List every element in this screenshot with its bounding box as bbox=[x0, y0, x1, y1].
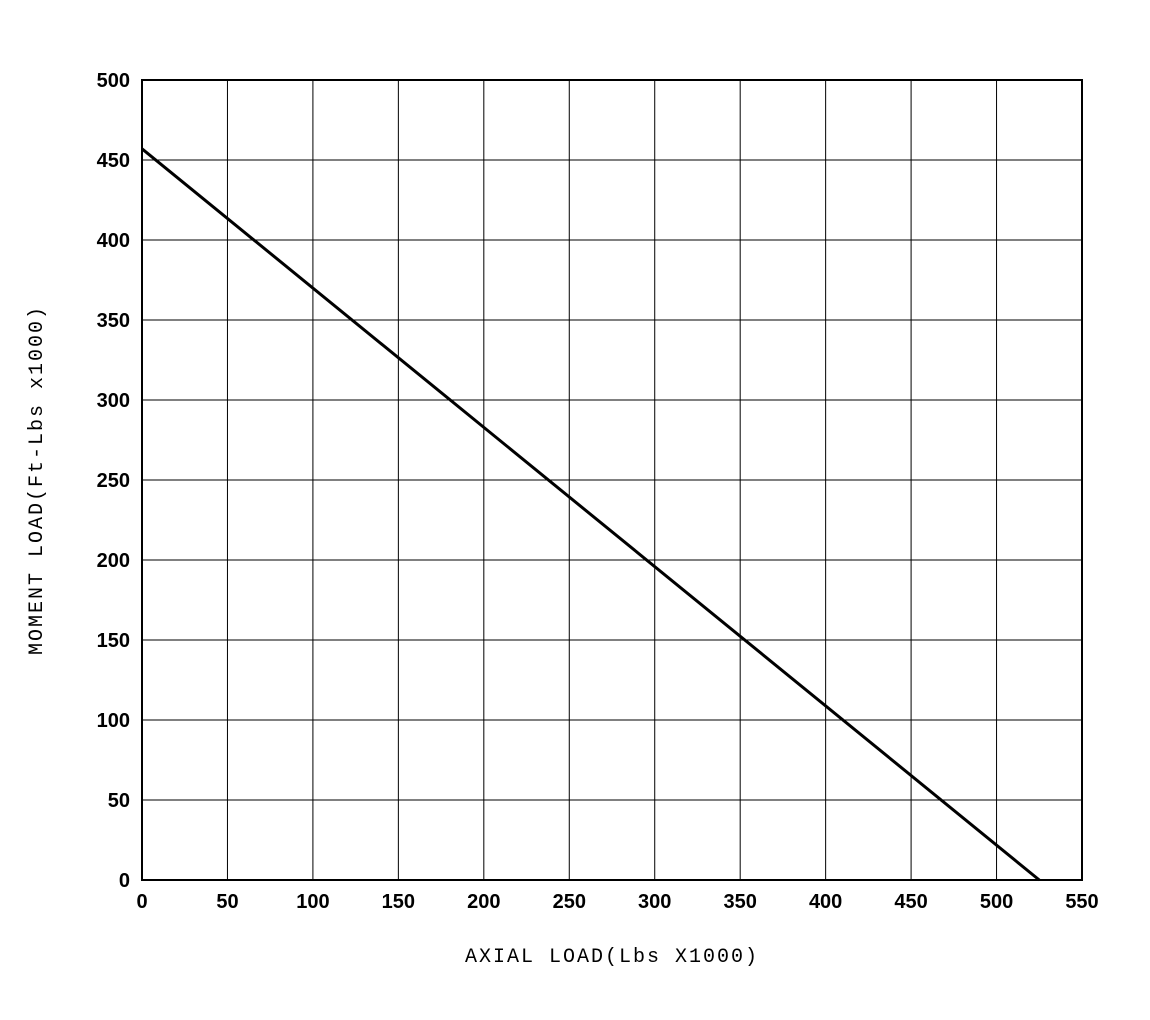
y-tick-label: 200 bbox=[97, 550, 130, 572]
chart-bg bbox=[0, 0, 1150, 1020]
y-tick-label: 450 bbox=[97, 150, 130, 172]
y-tick-label: 150 bbox=[97, 630, 130, 652]
x-tick-label: 400 bbox=[809, 891, 842, 913]
x-tick-label: 500 bbox=[980, 891, 1013, 913]
y-tick-label: 100 bbox=[97, 710, 130, 732]
y-tick-label: 350 bbox=[97, 310, 130, 332]
load-chart: 0 50 100 150 200 250 300 350 400 450 500 550 0 50 100 1… bbox=[0, 0, 1150, 1020]
y-tick-label: 250 bbox=[97, 470, 130, 492]
x-tick-label: 550 bbox=[1065, 891, 1098, 913]
x-tick-label: 450 bbox=[894, 891, 927, 913]
x-tick-label: 200 bbox=[467, 891, 500, 913]
y-axis-label: MOMENT LOAD(Ft-Lbs x1000) bbox=[26, 305, 49, 655]
y-tick-label: 300 bbox=[97, 390, 130, 412]
y-tick-label: 500 bbox=[97, 70, 130, 92]
y-tick-label: 400 bbox=[97, 230, 130, 252]
x-tick-label: 300 bbox=[638, 891, 671, 913]
x-tick-label: 100 bbox=[296, 891, 329, 913]
x-tick-label: 350 bbox=[723, 891, 756, 913]
x-tick-label: 250 bbox=[553, 891, 586, 913]
x-tick-label: 0 bbox=[136, 891, 147, 913]
y-tick-label: 0 bbox=[119, 870, 130, 892]
x-axis-label: AXIAL LOAD(Lbs X1000) bbox=[465, 946, 759, 969]
x-tick-label: 150 bbox=[382, 891, 415, 913]
x-tick-label: 50 bbox=[216, 891, 238, 913]
y-tick-label: 50 bbox=[108, 790, 130, 812]
